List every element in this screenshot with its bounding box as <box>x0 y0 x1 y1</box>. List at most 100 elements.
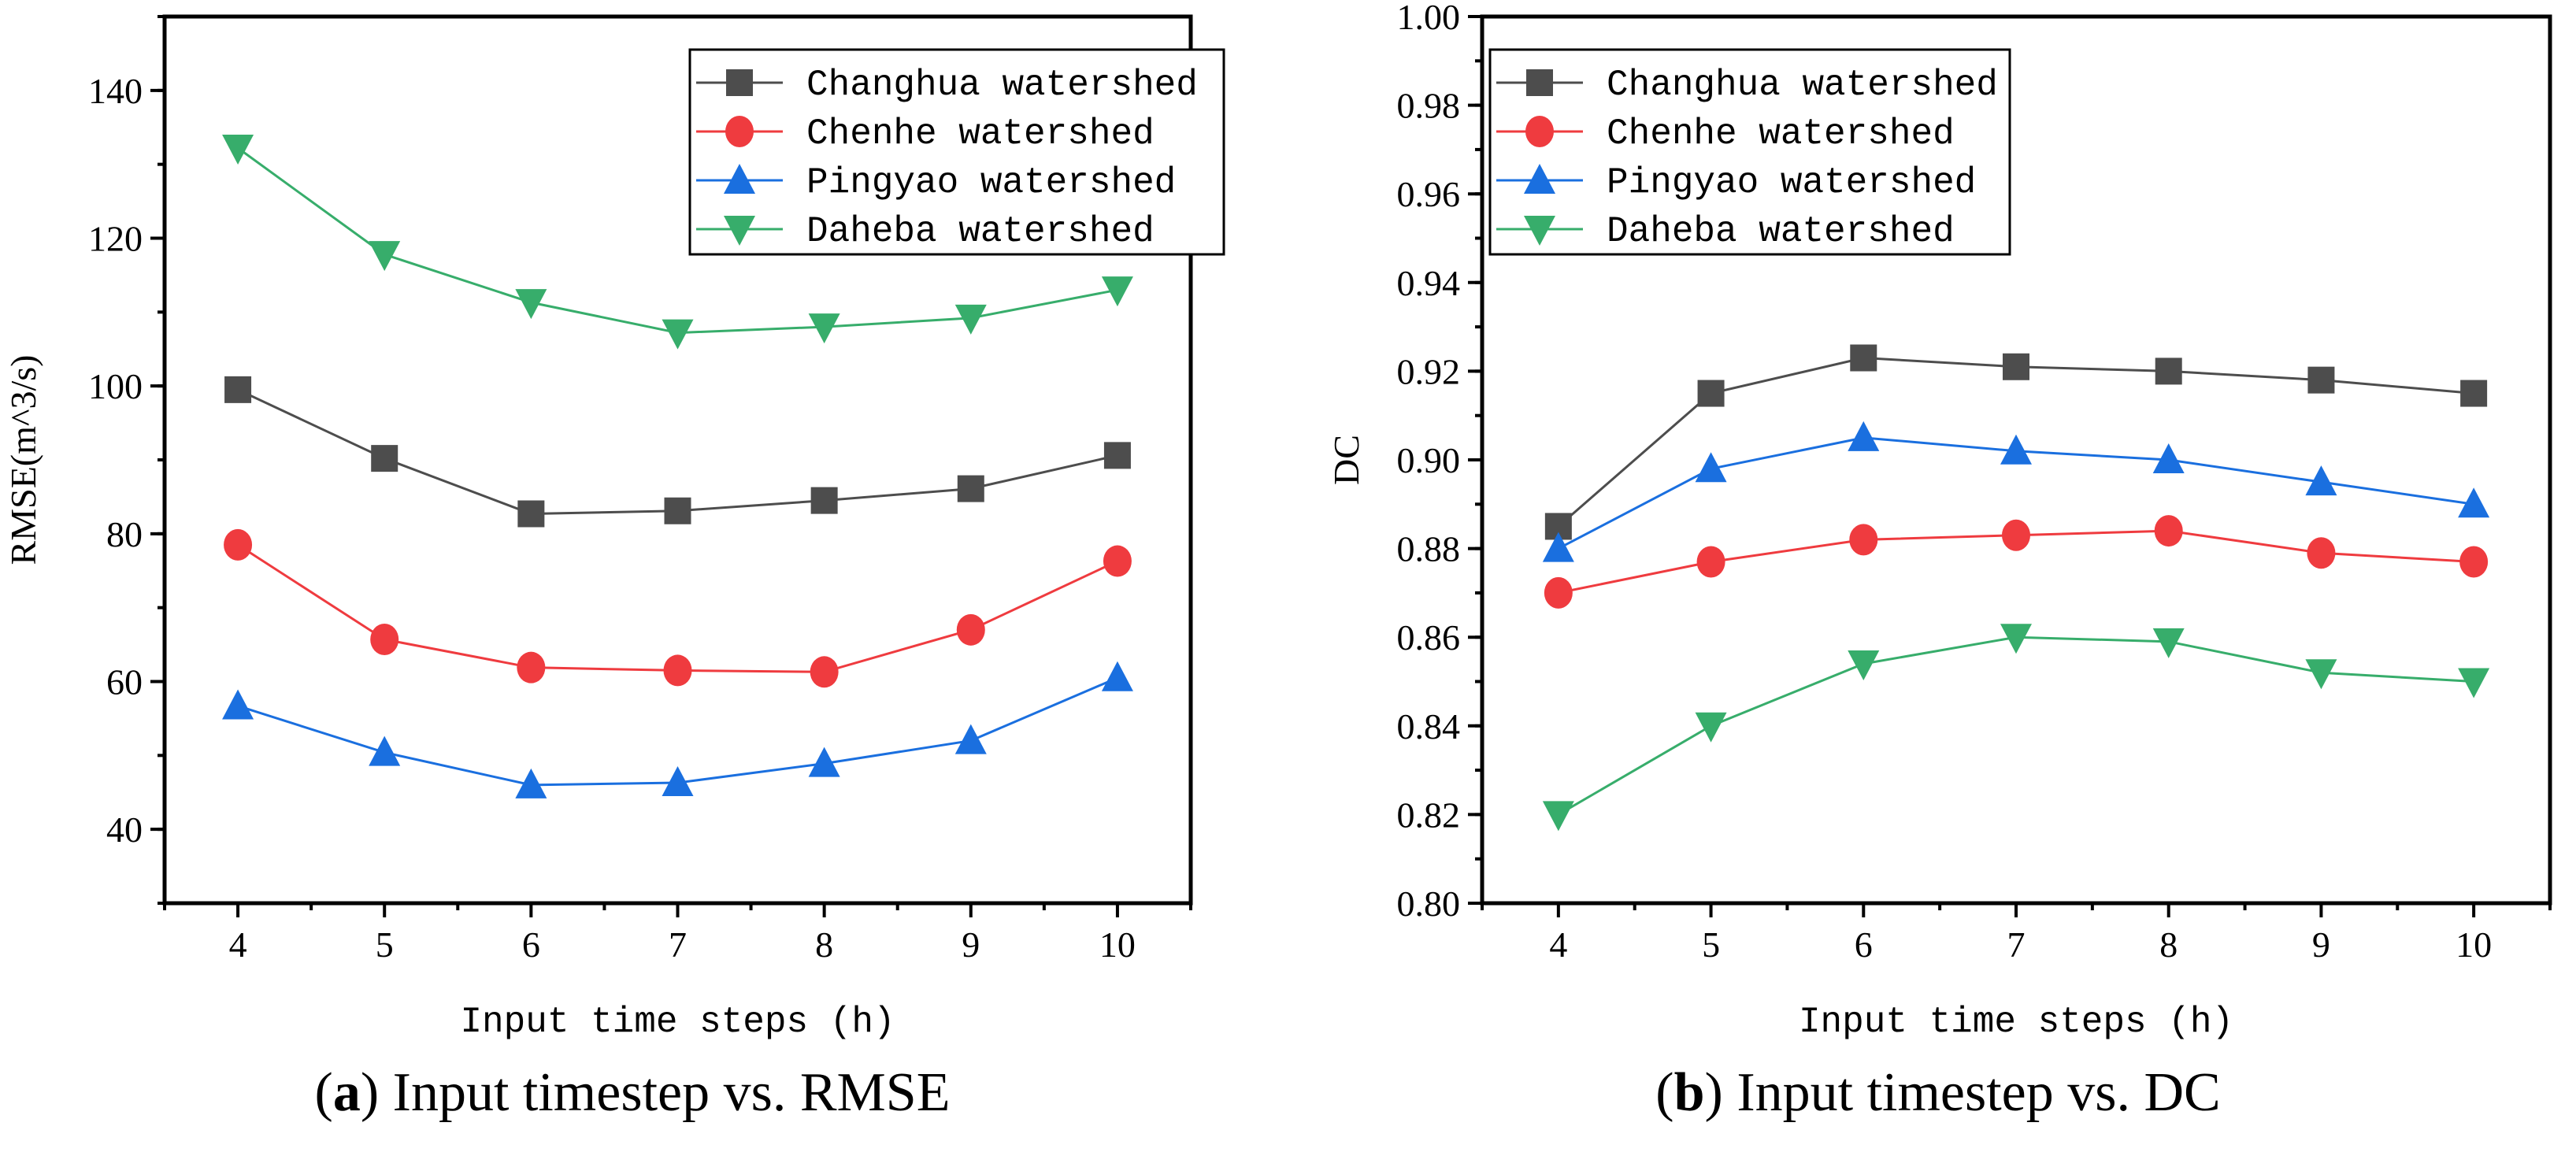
data-point <box>2152 628 2185 658</box>
data-point <box>371 445 398 472</box>
legend-marker-icon <box>725 116 754 147</box>
x-tick-label: 5 <box>376 924 394 965</box>
legend-item: Chenhe watershed <box>1496 113 1955 154</box>
data-point <box>2003 353 2029 380</box>
data-point <box>1848 420 1880 451</box>
data-point <box>515 289 547 320</box>
series-line <box>237 543 1118 673</box>
data-point <box>2002 519 2030 551</box>
x-tick-label: 7 <box>669 924 687 965</box>
data-point <box>810 487 838 514</box>
data-point <box>1101 661 1133 691</box>
data-point <box>2155 358 2182 385</box>
series-chenhe <box>1544 515 2489 609</box>
data-point <box>2305 659 2337 690</box>
data-point <box>1544 576 1573 609</box>
y-tick-label: 100 <box>88 366 143 406</box>
data-point <box>224 376 252 403</box>
x-tick-label: 7 <box>2007 924 2026 965</box>
series-changhua <box>224 376 1131 528</box>
data-point <box>222 689 254 720</box>
data-point <box>1695 452 1727 483</box>
caption-text: Input timestep vs. RMSE <box>379 1062 950 1123</box>
y-tick-label: 140 <box>88 71 143 111</box>
chart-dc: 0.80 0.82 0.84 0.86 0.88 0.90 0.92 0.94 0.96 0.98… <box>1326 0 2552 1123</box>
data-point <box>663 654 692 687</box>
data-point <box>1697 380 1725 407</box>
legend-label: Chenhe watershed <box>1607 113 1955 154</box>
data-point <box>662 319 694 350</box>
y-tick-label: 40 <box>106 809 143 850</box>
x-tick-label: 6 <box>1855 924 1873 965</box>
data-point <box>2000 434 2032 465</box>
legend-item: Chenhe watershed <box>696 113 1155 154</box>
chart-rmse: 40 60 80 100 120 140 4 5 6 7 8 9 10 Changhua watershe… <box>3 14 1225 1123</box>
data-point <box>1103 442 1131 469</box>
x-axis-label: Input time steps (h) <box>460 1002 895 1043</box>
data-point <box>954 304 987 335</box>
x-tick-label: 4 <box>1549 924 1567 965</box>
y-tick-label: 0.86 <box>1397 617 1461 658</box>
y-tick-label: 0.98 <box>1397 86 1461 126</box>
y-tick-label: 0.84 <box>1397 706 1461 747</box>
legend-marker-icon <box>724 164 755 194</box>
data-point <box>954 724 987 754</box>
y-tick-label: 0.96 <box>1397 174 1461 214</box>
data-point <box>222 135 254 165</box>
y-tick-label: 0.82 <box>1397 795 1461 835</box>
series-changhua <box>1544 344 2488 540</box>
caption-text: Input timestep vs. DC <box>1723 1062 2221 1123</box>
data-point <box>1542 801 1574 832</box>
legend-marker-icon <box>724 216 755 246</box>
y-tick-label: 0.94 <box>1397 263 1461 303</box>
data-point <box>810 656 839 688</box>
data-point <box>664 497 691 524</box>
data-point <box>808 313 840 344</box>
data-point <box>369 241 401 272</box>
data-point <box>2460 380 2488 407</box>
caption: (a) Input timestep vs. RMSE <box>315 1062 951 1123</box>
data-point <box>1103 545 1132 577</box>
legend-label: Daheba watershed <box>1607 211 1955 252</box>
data-point <box>957 475 984 502</box>
series-daheba <box>1542 624 2490 832</box>
data-point <box>1849 524 1878 556</box>
legend-label: Chenhe watershed <box>806 113 1155 154</box>
legend-marker-icon <box>1526 69 1553 96</box>
x-tick-label: 10 <box>1099 924 1136 965</box>
y-axis-label: RMSE(m^3/s) <box>3 355 43 565</box>
plot-frame <box>1480 14 2552 906</box>
caption-letter: a <box>333 1062 361 1123</box>
data-point <box>515 768 547 798</box>
caption-close-paren: ) <box>361 1062 379 1123</box>
legend-item: Changhua watershed <box>696 65 1198 106</box>
legend-marker-icon <box>1524 216 1555 246</box>
data-point <box>370 624 399 656</box>
legend: Changhua watershed Chenhe watershed Pingya… <box>1488 48 2011 256</box>
data-point <box>808 747 840 777</box>
series-daheba <box>222 135 1133 350</box>
y-tick-label: 120 <box>88 219 143 259</box>
legend-label: Pingyao watershed <box>1607 162 1976 203</box>
legend-label: Changhua watershed <box>1607 65 1998 106</box>
data-point <box>1696 546 1725 578</box>
data-point <box>1848 650 1880 680</box>
data-point <box>2305 465 2337 496</box>
series-pingyao <box>222 661 1133 798</box>
data-point <box>2458 487 2490 518</box>
y-tick-label: 0.92 <box>1397 351 1461 391</box>
plot-frame <box>162 14 1193 906</box>
y-tick-label: 80 <box>106 514 143 554</box>
x-tick-label: 9 <box>2312 924 2330 965</box>
x-tick-label: 6 <box>522 924 540 965</box>
legend-item: Pingyao watershed <box>1496 162 1976 203</box>
legend-item: Changhua watershed <box>1496 65 1998 106</box>
x-tick-label: 5 <box>1702 924 1720 965</box>
series-chenhe <box>224 528 1132 688</box>
data-point <box>224 528 253 561</box>
y-tick-label: 1.00 <box>1397 0 1461 37</box>
data-point <box>662 766 694 797</box>
data-point <box>2307 366 2335 394</box>
caption: (b) Input timestep vs. DC <box>1655 1062 2220 1123</box>
x-tick-label: 10 <box>2456 924 2492 965</box>
